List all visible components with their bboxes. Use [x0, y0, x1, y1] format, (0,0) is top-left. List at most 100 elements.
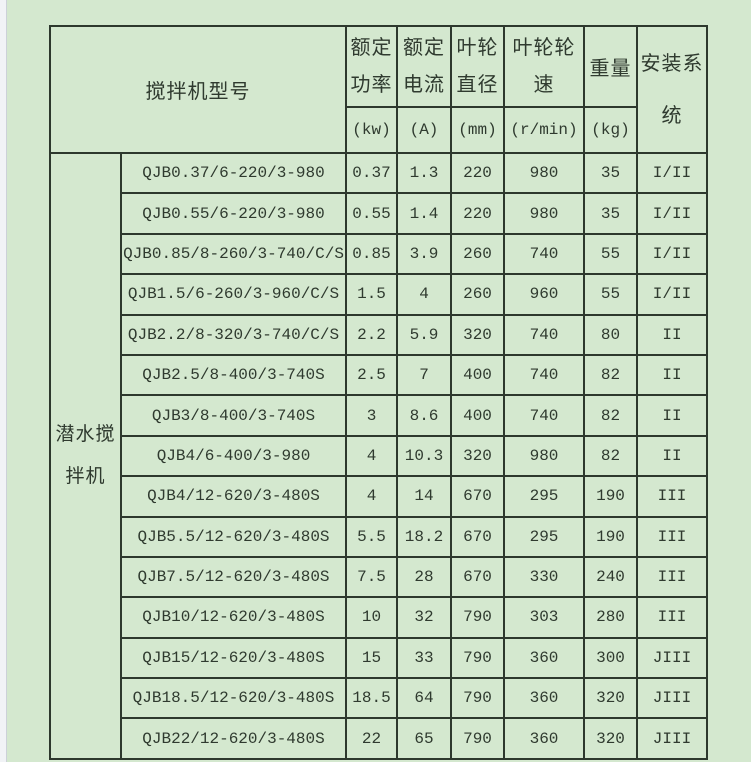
cell-model: QJB22/12-620/3-480S: [120, 717, 347, 760]
cell-install: JIII: [636, 677, 708, 720]
cell-model: QJB7.5/12-620/3-480S: [120, 555, 347, 599]
cell-weight: 82: [583, 434, 638, 478]
cell-install: III: [636, 515, 708, 558]
cell-current: 4: [396, 273, 452, 316]
header-unit-row: (kw) (A) (mm) (r/min) (kg): [50, 106, 707, 154]
table-row: QJB18.5/12-620/3-480S 18.5 64 790 360 320 JIII: [50, 677, 708, 720]
cell-model: QJB4/12-620/3-480S: [120, 475, 347, 518]
cell-model: QJB0.55/6-220/3-980: [120, 192, 347, 235]
cell-weight: 82: [583, 353, 638, 397]
cell-current: 64: [396, 677, 452, 720]
cell-install: II: [636, 434, 708, 478]
cell-weight: 35: [583, 151, 638, 195]
cell-speed: 740: [503, 313, 585, 356]
cell-model: QJB3/8-400/3-740S: [120, 394, 347, 437]
cell-weight: 190: [583, 475, 638, 518]
cell-weight: 82: [583, 394, 638, 437]
cell-diameter: 400: [450, 394, 505, 437]
cell-power: 4: [345, 475, 398, 518]
cell-speed: 330: [503, 555, 585, 599]
cell-install: III: [636, 475, 708, 518]
unit-weight: (kg): [583, 106, 638, 154]
table-row: QJB4/12-620/3-480S 4 14 670 295 190 III: [50, 475, 708, 518]
cell-model: QJB15/12-620/3-480S: [120, 636, 347, 680]
cell-power: 2.5: [345, 353, 398, 397]
table-body: 潜水搅 拌机 QJB0.37/6-220/3-980 0.37 1.3 220 980 35 I…: [49, 151, 708, 760]
cell-speed: 303: [503, 596, 585, 639]
cell-install: JIII: [636, 717, 708, 760]
cell-diameter: 320: [450, 313, 505, 356]
cell-speed: 960: [503, 273, 585, 316]
cell-power: 3: [345, 394, 398, 437]
page-left-edge: [0, 0, 7, 762]
table-row: QJB5.5/12-620/3-480S 5.5 18.2 670 295 190 III: [50, 515, 708, 558]
header-impeller-speed-line1: 叶轮轮: [512, 36, 576, 59]
header-impeller-diameter-line2: 直径: [456, 73, 499, 96]
cell-power: 22: [345, 717, 398, 760]
cell-weight: 35: [583, 192, 638, 235]
table-row: QJB7.5/12-620/3-480S 7.5 28 670 330 240 III: [50, 555, 708, 599]
header-install-system: 安装系 统: [636, 25, 708, 154]
table-row: QJB4/6-400/3-980 4 10.3 320 980 82 II: [50, 434, 708, 478]
header-impeller-speed-line2: 速: [533, 73, 555, 96]
cell-current: 10.3: [396, 434, 452, 478]
header-rated-power: 额定 功率: [345, 25, 398, 108]
cell-diameter: 790: [450, 717, 505, 760]
cell-install: III: [636, 596, 708, 639]
cell-diameter: 220: [450, 192, 505, 235]
table-row: QJB22/12-620/3-480S 22 65 790 360 320 JIII: [50, 717, 708, 760]
table-row: QJB15/12-620/3-480S 15 33 790 360 300 JIII: [50, 636, 708, 680]
cell-install: III: [636, 555, 708, 599]
cell-current: 5.9: [396, 313, 452, 356]
table-row: QJB10/12-620/3-480S 10 32 790 303 280 III: [50, 596, 708, 639]
header-rated-current-line2: 电流: [403, 73, 445, 96]
cell-current: 65: [396, 717, 452, 760]
cell-model: QJB2.2/8-320/3-740/C/S: [120, 313, 347, 356]
cell-speed: 360: [503, 717, 585, 760]
header-rated-power-line1: 额定: [350, 36, 393, 59]
header-rated-power-line2: 功率: [350, 73, 393, 96]
cell-speed: 980: [503, 434, 585, 478]
cell-speed: 740: [503, 353, 585, 397]
cell-power: 7.5: [345, 555, 398, 599]
cell-weight: 320: [583, 717, 638, 760]
header-title-row: 搅拌机型号 额定 功率 额定 电流 叶轮 直径 叶轮轮 速 重量: [49, 25, 708, 154]
cell-speed: 740: [503, 232, 585, 276]
cell-diameter: 400: [450, 353, 505, 397]
table-row: QJB0.85/8-260/3-740/C/S 0.85 3.9 260 740 55 I/…: [50, 232, 708, 276]
cell-diameter: 320: [450, 434, 505, 478]
cell-model: QJB18.5/12-620/3-480S: [120, 677, 347, 720]
cell-power: 0.85: [345, 232, 398, 276]
cell-model: QJB0.37/6-220/3-980: [120, 151, 347, 195]
cell-power: 10: [345, 596, 398, 639]
cell-weight: 320: [583, 677, 638, 720]
cell-power: 0.55: [345, 192, 398, 235]
row-group-label-line: 拌机: [65, 466, 106, 487]
header-rated-current-line1: 额定: [403, 36, 445, 59]
cell-diameter: 670: [450, 475, 505, 518]
header-impeller-diameter-line1: 叶轮: [456, 36, 499, 59]
cell-model: QJB0.85/8-260/3-740/C/S: [120, 232, 347, 276]
cell-model: QJB10/12-620/3-480S: [120, 596, 347, 639]
cell-current: 8.6: [396, 394, 452, 437]
cell-model: QJB2.5/8-400/3-740S: [120, 353, 347, 397]
cell-current: 14: [396, 475, 452, 518]
cell-current: 1.3: [396, 151, 452, 195]
cell-diameter: 670: [450, 515, 505, 558]
cell-power: 1.5: [345, 273, 398, 316]
row-group-label-submersible-mixer: 潜水搅 拌机: [49, 152, 122, 760]
cell-current: 28: [396, 555, 452, 599]
unit-speed: (r/min): [503, 106, 585, 154]
table-row: QJB3/8-400/3-740S 3 8.6 400 740 82 II: [50, 394, 708, 437]
cell-power: 2.2: [345, 313, 398, 356]
cell-speed: 360: [503, 677, 585, 720]
unit-current: (A): [396, 106, 452, 154]
cell-diameter: 260: [450, 232, 505, 276]
header-model: 搅拌机型号: [49, 25, 347, 154]
cell-current: 33: [396, 636, 452, 680]
header-rated-current: 额定 电流: [396, 25, 452, 108]
cell-diameter: 790: [450, 677, 505, 720]
cell-weight: 280: [583, 596, 638, 639]
cell-install: JIII: [636, 636, 708, 680]
cell-power: 4: [345, 434, 398, 478]
